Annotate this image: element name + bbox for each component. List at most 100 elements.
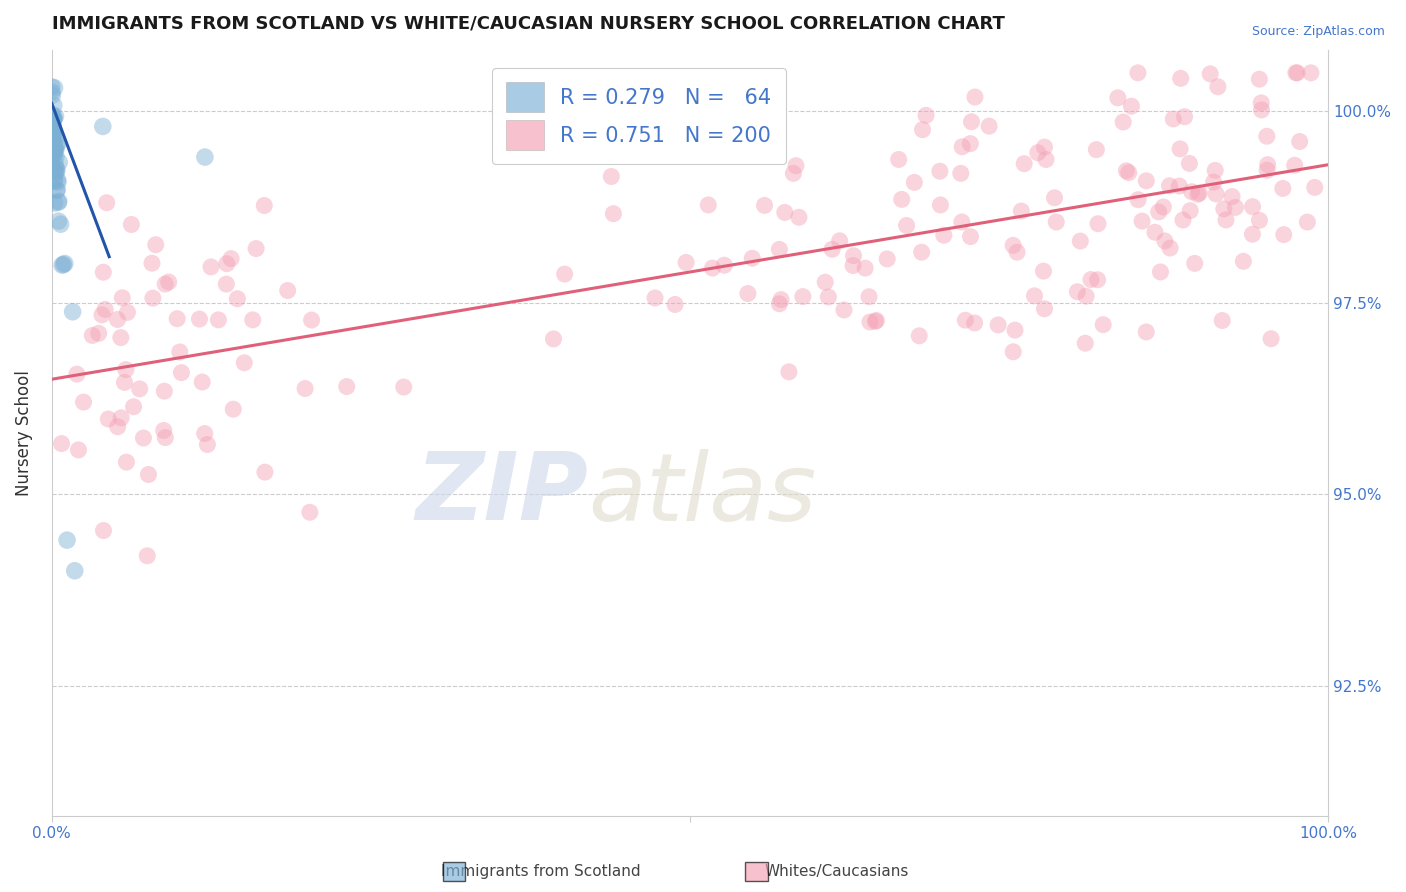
Point [1135,174,1157,188]
Point [1012,156,1035,170]
Point [842,259,865,273]
Point [908,328,931,343]
Point [1005,245,1028,260]
Point [1121,99,1143,113]
Point [1212,202,1234,216]
Point [1080,272,1102,286]
Point [859,315,882,329]
Point [1002,344,1025,359]
Point [1272,227,1295,242]
Point [115,455,138,469]
Point [169,345,191,359]
Point [392,380,415,394]
Point [1260,332,1282,346]
Y-axis label: Nursery School: Nursery School [15,370,32,496]
Point [1032,264,1054,278]
Point [153,277,176,291]
Point [1154,234,1177,248]
Point [117,305,139,319]
Point [1045,215,1067,229]
Point [51,258,73,272]
Point [155,431,177,445]
Point [96,195,118,210]
Point [233,356,256,370]
Point [107,312,129,326]
Point [675,255,697,269]
Point [1010,204,1032,219]
Point [114,376,136,390]
Point [44,196,66,211]
Point [253,198,276,212]
Point [959,229,981,244]
Point [858,290,880,304]
Point [1204,163,1226,178]
Point [1215,213,1237,227]
Point [91,120,114,134]
Point [46,175,69,189]
Point [865,313,887,327]
Point [1249,72,1271,87]
Point [1002,238,1025,252]
Point [929,198,952,212]
Point [242,313,264,327]
Point [1257,158,1279,172]
Point [215,277,238,292]
Point [1296,215,1319,229]
Point [49,217,72,231]
Point [828,234,851,248]
Text: ZIP: ZIP [415,448,588,541]
Point [67,442,90,457]
Point [949,166,972,180]
Point [1286,66,1309,80]
Point [1161,112,1184,126]
Point [955,313,977,327]
Point [191,375,214,389]
Point [132,431,155,445]
Point [1143,225,1166,239]
Point [97,412,120,426]
Point [1271,181,1294,195]
Point [45,143,67,157]
Point [44,157,66,171]
Point [44,80,66,95]
Point [42,127,65,141]
Point [63,564,86,578]
Text: Immigrants from Scotland: Immigrants from Scotland [441,864,641,879]
Point [1147,205,1170,219]
Point [93,524,115,538]
Point [600,169,623,184]
Point [298,505,321,519]
Point [188,312,211,326]
Point [48,195,70,210]
Point [42,115,65,129]
Point [817,290,839,304]
Point [41,134,63,148]
Point [1087,273,1109,287]
Point [41,85,63,99]
Point [41,118,63,132]
Point [42,138,65,153]
Point [45,166,67,180]
Point [963,316,986,330]
Point [1187,187,1209,202]
Point [194,426,217,441]
Point [41,124,63,138]
Point [1130,214,1153,228]
Point [911,122,934,136]
Point [115,362,138,376]
Point [41,126,63,140]
Point [785,159,807,173]
Point [107,419,129,434]
Point [44,173,66,187]
Point [1004,323,1026,337]
Point [766,87,789,102]
Point [903,175,925,189]
Point [41,79,63,94]
Point [45,149,67,163]
Point [301,313,323,327]
Point [194,150,217,164]
Point [45,138,67,153]
Point [768,243,790,257]
Point [44,147,66,161]
Point [41,139,63,153]
